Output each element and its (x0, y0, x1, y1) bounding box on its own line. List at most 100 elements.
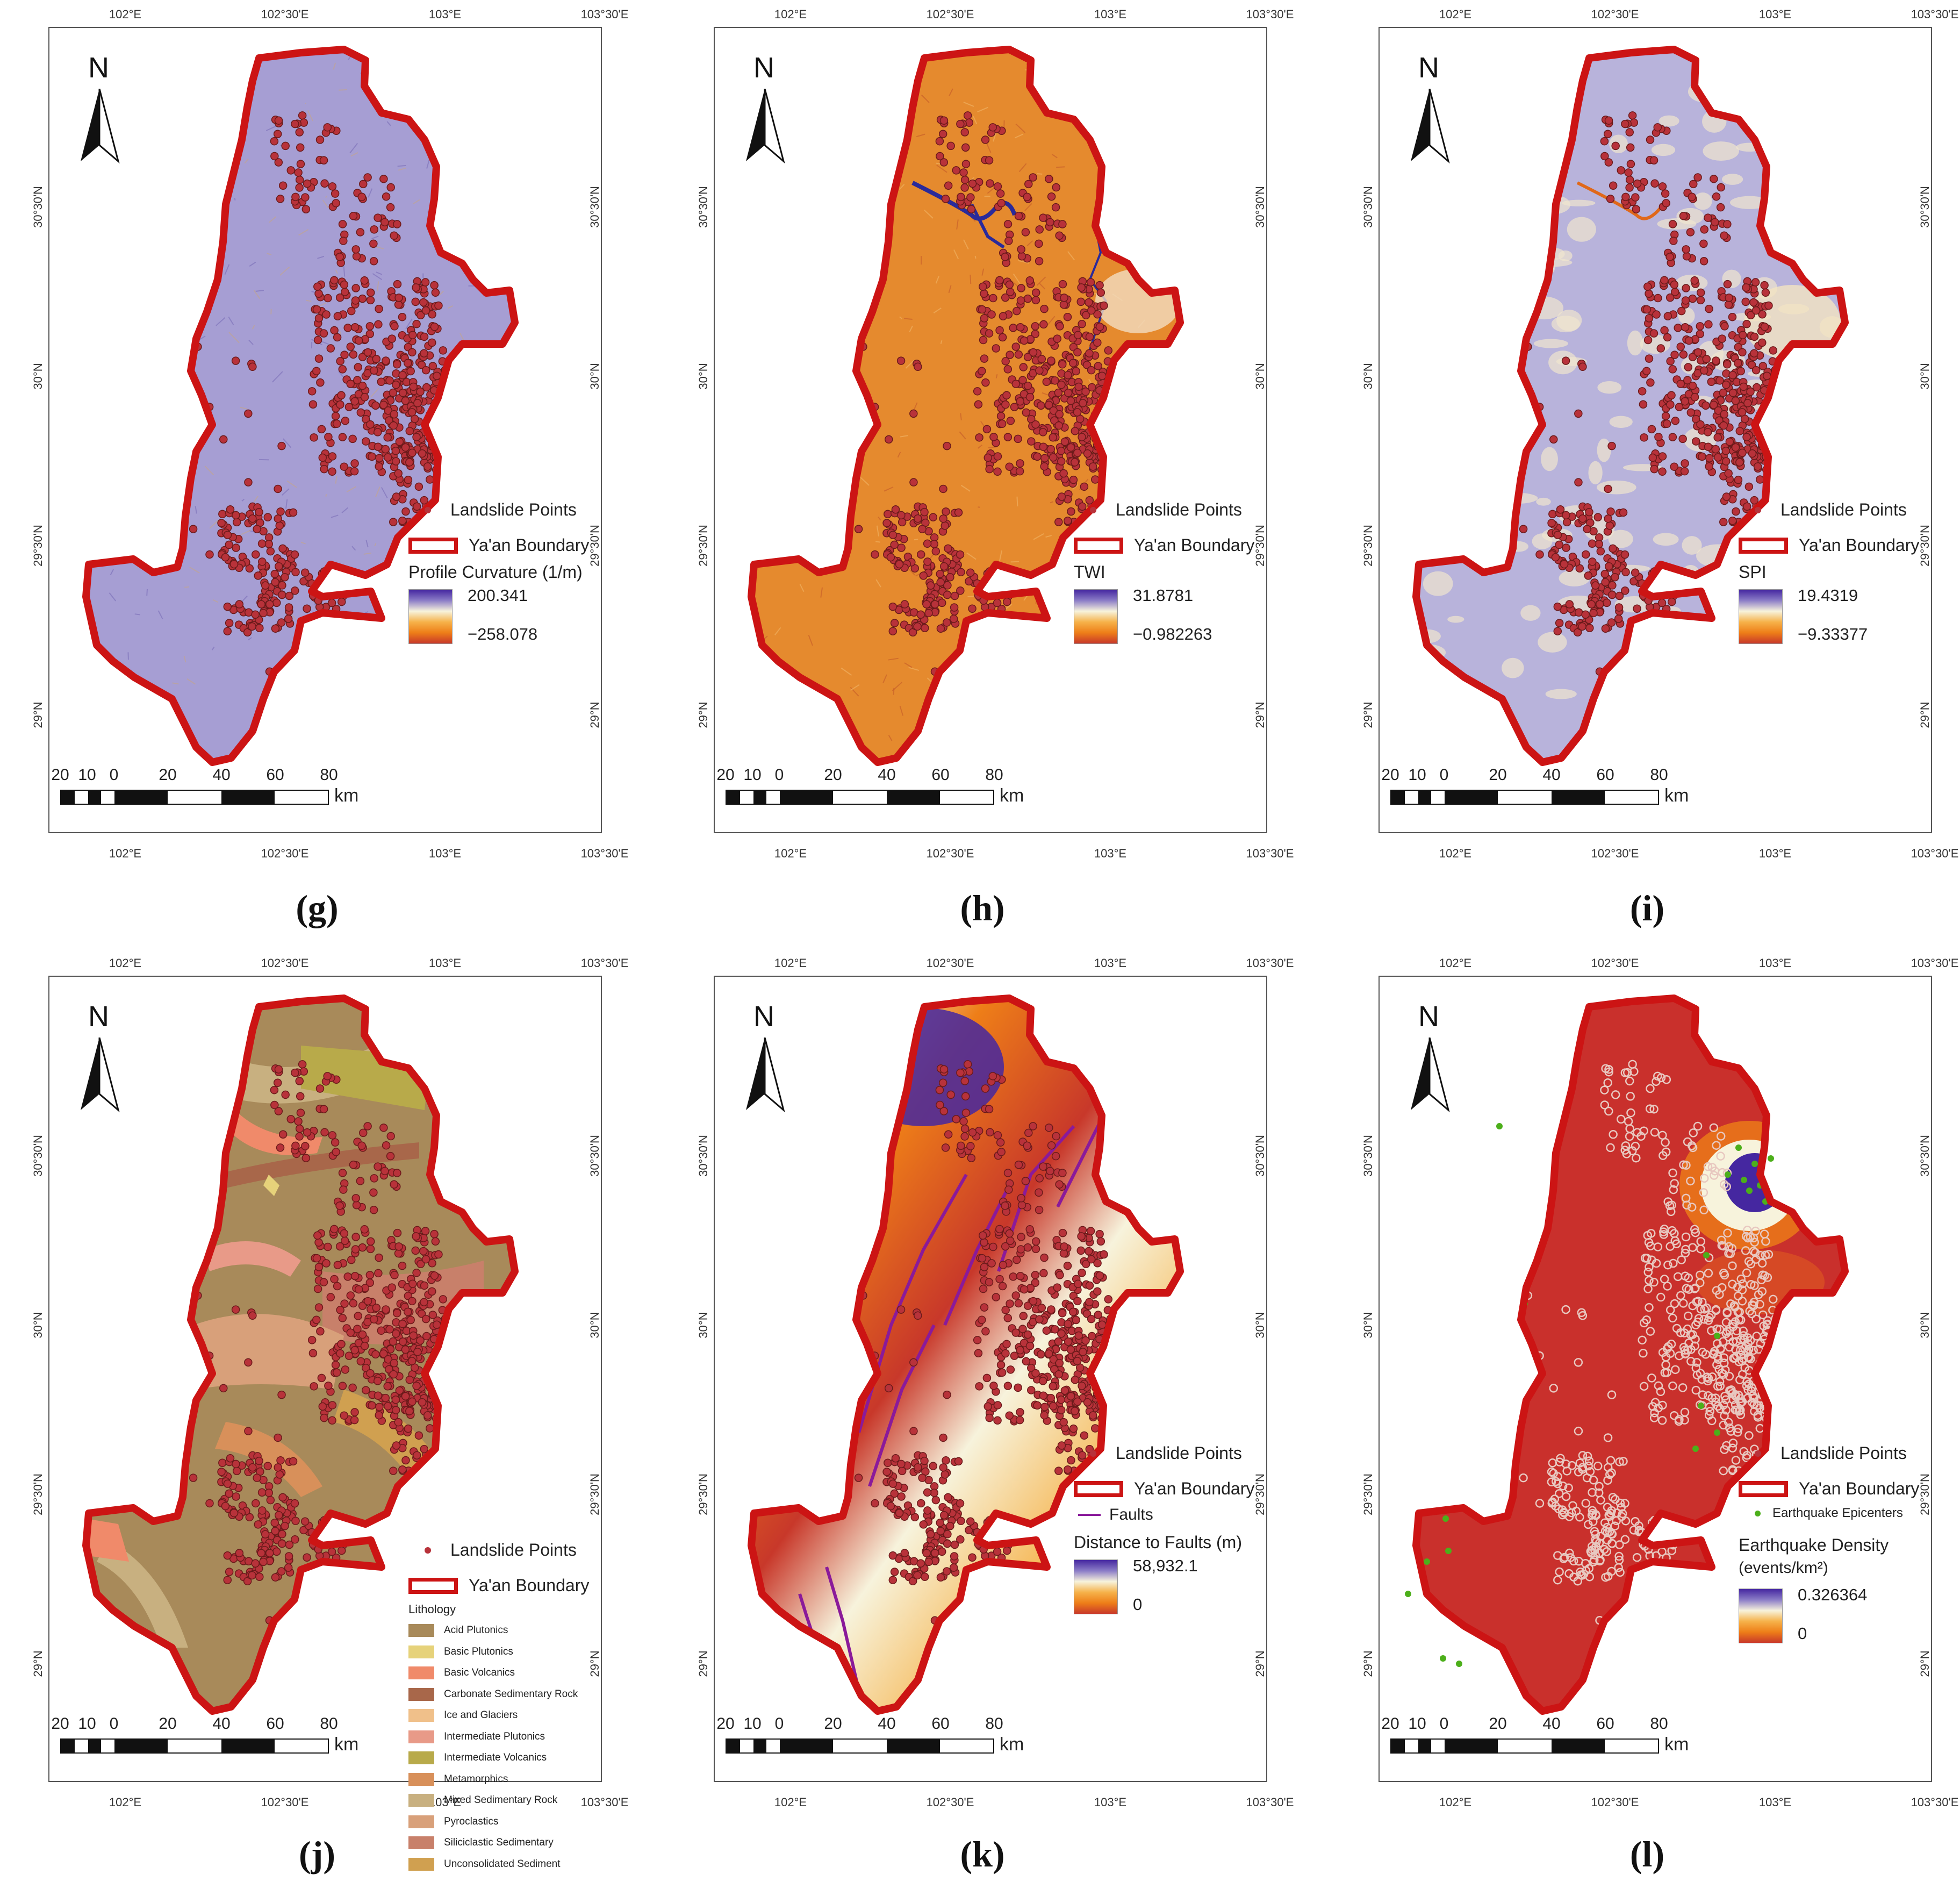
landslide-point (1663, 312, 1672, 320)
landslide-point (1104, 1387, 1113, 1396)
ramp-max-label: 19.4319 (1798, 586, 1858, 605)
scale-segment (727, 1740, 740, 1752)
earthquake-epicenter (1751, 1161, 1758, 1167)
landslide-point (1020, 1285, 1029, 1294)
terrain-texture (888, 734, 893, 741)
landslide-point (1658, 182, 1667, 191)
terrain-texture (113, 209, 124, 216)
landslide-point (1760, 323, 1769, 331)
landslide-point (412, 320, 421, 328)
terrain-texture (1567, 217, 1596, 242)
landslide-point (421, 1255, 430, 1264)
landslide-point (439, 1295, 448, 1304)
landslide-point (354, 336, 363, 345)
landslide-point (920, 507, 929, 517)
landslide-point (936, 1518, 945, 1527)
landslide-point (390, 322, 399, 331)
landslide-point (395, 1386, 404, 1395)
earthquake-epicenter (1735, 1144, 1742, 1151)
landslide-point (162, 1479, 171, 1489)
landslide-point (1031, 288, 1040, 297)
landslide-point (1107, 395, 1116, 404)
lon-label-bottom: 102°E (1439, 1795, 1472, 1809)
landslide-point (944, 1130, 953, 1139)
terrain-texture (949, 88, 953, 97)
lithology-class-label: Siliciclastic Sedimentary (444, 1837, 554, 1848)
terrain-texture (841, 667, 852, 676)
landslide-point (314, 354, 324, 363)
terrain-texture (227, 147, 230, 152)
landslide-point (1109, 418, 1118, 427)
landslide-point (1097, 519, 1106, 527)
landslide-point (993, 598, 1002, 607)
landslide-point (1593, 513, 1603, 521)
landslide-point (837, 354, 846, 363)
landslide-point (303, 604, 311, 613)
landslide-point (223, 531, 232, 539)
landslide-point (895, 560, 904, 569)
landslide-point (366, 420, 375, 429)
landslide-point (1021, 228, 1030, 237)
terrain-texture (883, 144, 889, 151)
landslide-point (295, 1132, 304, 1141)
landslide-point (1621, 568, 1630, 577)
earthquake-epicenter (1496, 1123, 1503, 1129)
landslide-point (444, 418, 453, 427)
landslide-point (1066, 396, 1075, 405)
terrain-texture (209, 62, 218, 73)
landslide-point (408, 1397, 417, 1406)
landslide-point (432, 1468, 441, 1476)
landslide-point (1047, 192, 1056, 201)
terrain-texture (1823, 352, 1842, 376)
color-ramp: 200.341 −258.078 (408, 586, 537, 644)
landslide-point (270, 152, 279, 161)
landslide-point (349, 211, 358, 220)
landslide-point (930, 1489, 938, 1497)
landslide-point (386, 1151, 395, 1161)
landslide-point (1003, 1382, 1013, 1390)
landslide-point (221, 553, 230, 562)
landslide-point (1773, 437, 1782, 445)
landslide-point (1102, 1357, 1111, 1366)
landslide-point (340, 350, 349, 359)
landslide-point (389, 1466, 398, 1475)
landslide-point (1011, 380, 1020, 388)
legend-title: SPI (1739, 562, 1767, 582)
ramp-min-label: −9.33377 (1798, 625, 1868, 643)
landslide-point (1684, 363, 1693, 371)
landslide-point (255, 507, 263, 517)
landslide-point (942, 1456, 950, 1465)
landslide-point (1035, 1174, 1044, 1183)
landslide-point (1574, 478, 1583, 486)
landslide-point (981, 135, 990, 144)
landslide-point (1006, 417, 1015, 425)
landslide-point (418, 1398, 427, 1407)
landslide-point (1031, 1369, 1040, 1378)
landslide-point (1681, 397, 1689, 406)
landslide-point (312, 1254, 321, 1263)
landslide-point (389, 388, 398, 397)
landslide-point (172, 354, 181, 363)
landslide-point (1718, 334, 1726, 343)
landslide-point (358, 381, 367, 390)
terrain-texture (204, 466, 214, 476)
landslide-point (350, 397, 359, 406)
landslide-point (253, 1473, 261, 1482)
terrain-texture (177, 405, 181, 412)
terrain-texture (357, 749, 367, 756)
landslide-point (1653, 123, 1662, 132)
landslide-point (1079, 399, 1087, 407)
landslide-point (284, 603, 293, 612)
landslide-point (898, 518, 907, 527)
landslide-point (295, 1124, 304, 1133)
landslide-point (1712, 1577, 1721, 1586)
terrain-texture (1703, 141, 1739, 161)
landslide-point (1073, 1297, 1082, 1306)
terrain-texture (975, 630, 985, 634)
landslide-point (1011, 1328, 1020, 1337)
landslide-point (1049, 453, 1058, 462)
landslide-point (1731, 443, 1740, 452)
landslide-point (1771, 1396, 1780, 1406)
landslide-point (1018, 376, 1027, 384)
terrain-texture (451, 413, 460, 418)
